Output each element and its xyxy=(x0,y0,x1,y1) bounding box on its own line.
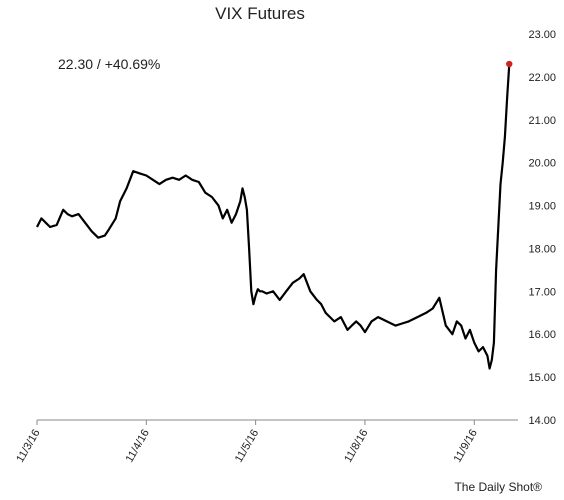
y-tick-label: 16.00 xyxy=(528,329,556,341)
x-tick-label: 11/8/16 xyxy=(342,428,370,465)
y-tick-label: 20.00 xyxy=(528,158,556,170)
series-line xyxy=(36,63,511,370)
y-tick-label: 21.00 xyxy=(528,115,556,127)
x-tick-label: 11/5/16 xyxy=(233,428,261,465)
y-tick-label: 15.00 xyxy=(528,372,556,384)
y-tick-label: 22.00 xyxy=(528,72,556,84)
source-credit: The Daily Shot® xyxy=(454,480,542,494)
x-tick-label: 11/9/16 xyxy=(452,427,480,464)
y-tick-label: 23.00 xyxy=(528,29,556,41)
y-tick-label: 14.00 xyxy=(528,415,556,427)
y-tick-label: 18.00 xyxy=(528,243,556,255)
chart-title: VIX Futures xyxy=(215,4,305,23)
x-tick-label: 11/3/16 xyxy=(14,428,42,465)
x-tick-label: 11/4/16 xyxy=(124,428,152,465)
y-tick-label: 19.00 xyxy=(528,201,556,213)
last-value-marker xyxy=(506,60,513,68)
last-value-annotation: 22.30 / +40.69% xyxy=(58,56,161,72)
y-tick-label: 17.00 xyxy=(528,286,556,298)
